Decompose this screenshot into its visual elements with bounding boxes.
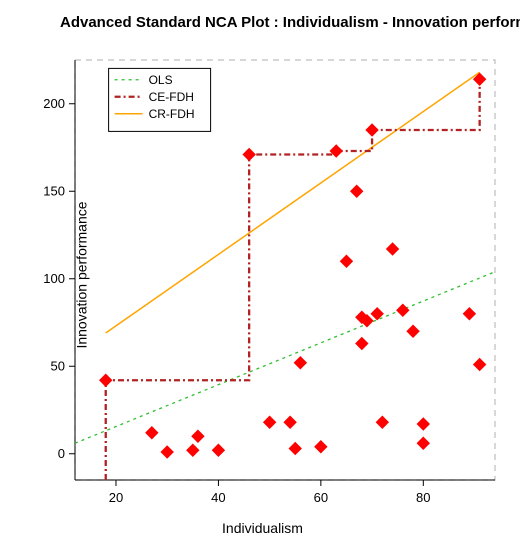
svg-text:OLS: OLS [149, 73, 173, 87]
nca-plot: Advanced Standard NCA Plot : Individuali… [0, 0, 525, 550]
svg-text:200: 200 [43, 96, 65, 111]
svg-text:CE-FDH: CE-FDH [149, 90, 194, 104]
y-axis-label: Innovation performance [74, 201, 90, 348]
svg-text:150: 150 [43, 183, 65, 198]
chart-title: Advanced Standard NCA Plot : Individuali… [60, 14, 520, 31]
x-axis-label: Individualism [0, 520, 525, 536]
svg-text:50: 50 [51, 358, 65, 373]
svg-text:60: 60 [314, 490, 328, 505]
svg-text:80: 80 [416, 490, 430, 505]
svg-text:20: 20 [109, 490, 123, 505]
svg-text:40: 40 [211, 490, 225, 505]
svg-text:0: 0 [58, 446, 65, 461]
svg-text:CR-FDH: CR-FDH [149, 107, 195, 121]
svg-text:100: 100 [43, 271, 65, 286]
